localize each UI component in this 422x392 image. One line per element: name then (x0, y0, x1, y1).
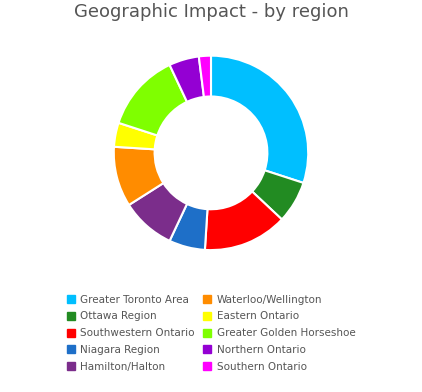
Wedge shape (129, 183, 187, 241)
Wedge shape (252, 170, 303, 220)
Wedge shape (199, 56, 211, 97)
Wedge shape (170, 204, 208, 250)
Legend: Greater Toronto Area, Ottawa Region, Southwestern Ontario, Niagara Region, Hamil: Greater Toronto Area, Ottawa Region, Sou… (62, 290, 360, 376)
Wedge shape (119, 65, 187, 136)
Wedge shape (205, 191, 282, 250)
Wedge shape (170, 56, 204, 102)
Wedge shape (114, 147, 163, 205)
Wedge shape (211, 56, 308, 183)
Wedge shape (114, 123, 157, 149)
Title: Geographic Impact - by region: Geographic Impact - by region (73, 4, 349, 22)
